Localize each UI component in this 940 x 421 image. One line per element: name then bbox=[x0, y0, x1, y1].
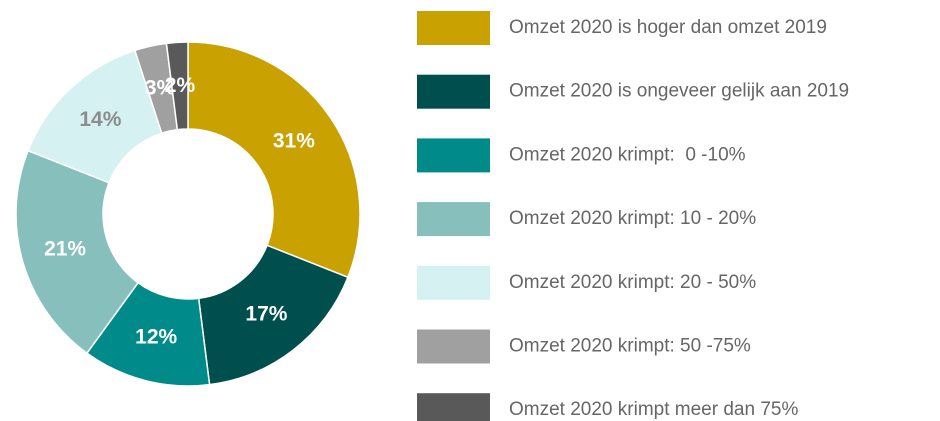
legend-swatch bbox=[417, 329, 490, 364]
data-label: 14% bbox=[79, 108, 121, 131]
donut-slice bbox=[165, 41, 189, 131]
legend-swatch bbox=[417, 202, 490, 237]
legend-swatch bbox=[417, 265, 490, 300]
donut-slice bbox=[187, 41, 361, 279]
data-label: 3% bbox=[145, 77, 176, 100]
donut-slice bbox=[15, 149, 140, 355]
donut-slice bbox=[197, 244, 349, 386]
data-label: 12% bbox=[135, 326, 177, 349]
data-label: 21% bbox=[44, 237, 86, 260]
legend-label: Omzet 2020 krimpt: 10 - 20% bbox=[509, 208, 756, 229]
data-label: 17% bbox=[245, 303, 287, 326]
legend-swatch bbox=[417, 74, 490, 109]
data-label: 31% bbox=[273, 130, 315, 153]
legend-swatch bbox=[417, 138, 490, 173]
legend-label: Omzet 2020 is hoger dan omzet 2019 bbox=[509, 17, 827, 38]
legend-label: Omzet 2020 krimpt: 50 -75% bbox=[509, 336, 751, 357]
legend-label: Omzet 2020 krimpt meer dan 75% bbox=[509, 399, 798, 420]
data-label: 2% bbox=[165, 74, 196, 97]
legend-swatch bbox=[417, 11, 490, 45]
legend-label: Omzet 2020 krimpt: 0 -10% bbox=[509, 144, 746, 165]
legend-swatch bbox=[417, 393, 490, 421]
legend-label: Omzet 2020 krimpt: 20 - 50% bbox=[509, 272, 756, 293]
legend-label: Omzet 2020 is ongeveer gelijk aan 2019 bbox=[509, 81, 849, 102]
